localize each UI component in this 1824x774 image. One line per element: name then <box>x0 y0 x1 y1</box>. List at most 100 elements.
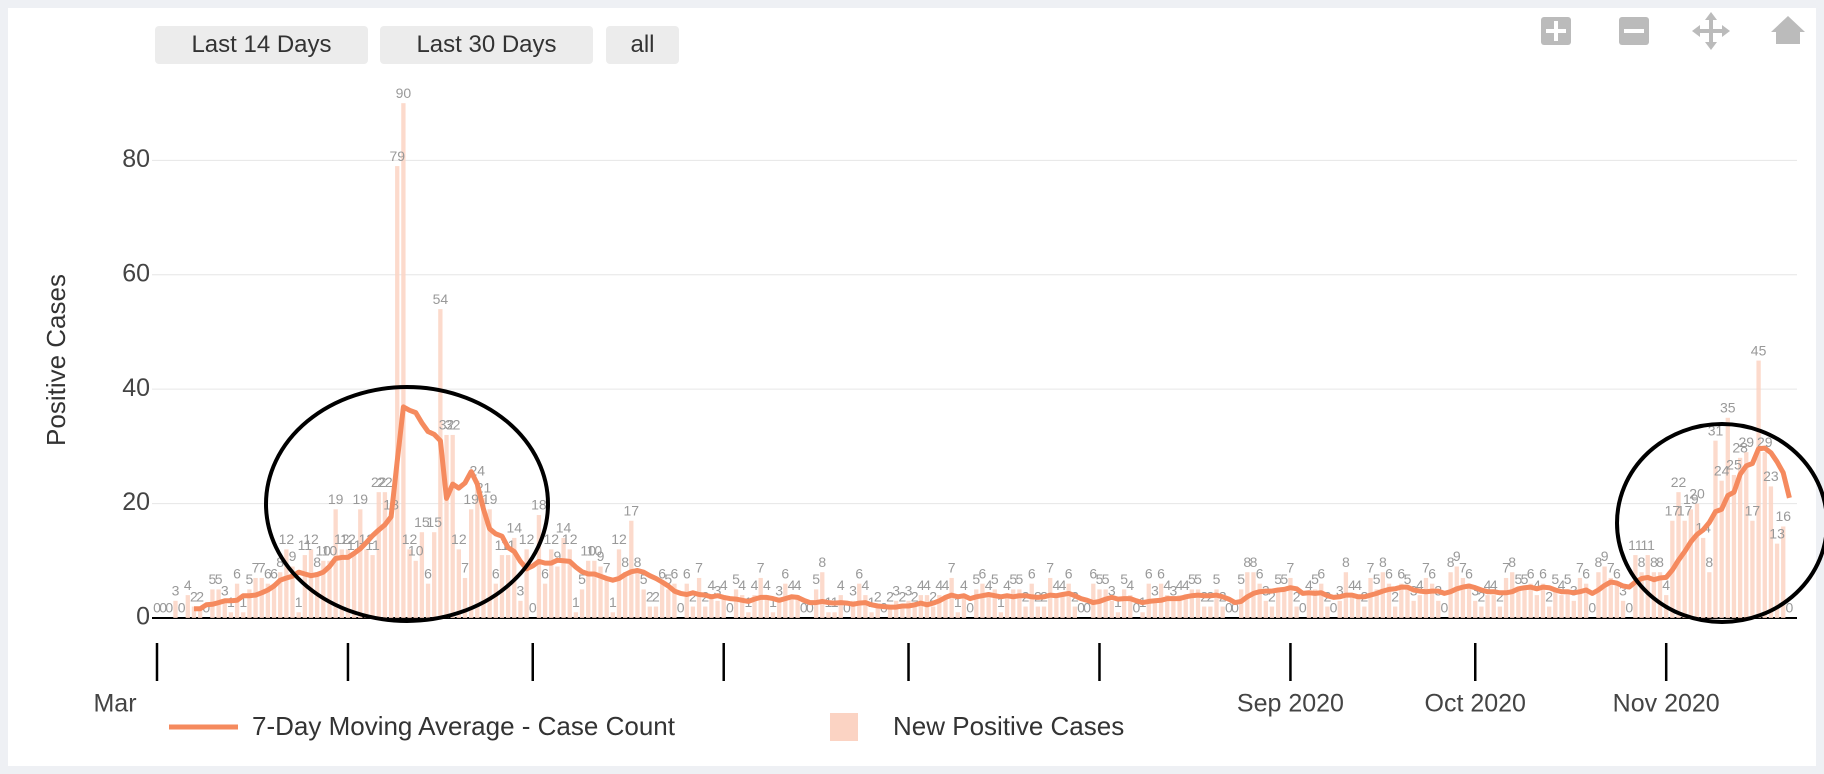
data-label: 7 <box>1502 560 1510 576</box>
data-label: 4 <box>923 577 931 593</box>
bar <box>271 583 277 618</box>
bar <box>567 549 572 618</box>
bar <box>684 583 689 618</box>
data-label: 6 <box>1385 565 1393 581</box>
data-label: 6 <box>683 565 691 581</box>
bar <box>740 595 745 618</box>
data-label: 5 <box>1514 571 1522 587</box>
bar <box>259 577 264 618</box>
bar <box>752 595 757 618</box>
data-label: 5 <box>1521 571 1529 587</box>
bar <box>1756 360 1761 618</box>
bar <box>974 589 979 618</box>
bar <box>1103 589 1108 618</box>
bar <box>647 606 652 618</box>
data-label: 2 <box>646 588 654 604</box>
bar <box>351 555 357 618</box>
bar <box>364 549 369 618</box>
range-button[interactable]: Last 14 Days <box>155 26 368 64</box>
data-label: 32 <box>445 417 461 433</box>
bar <box>1473 600 1478 618</box>
data-label: 4 <box>935 577 943 593</box>
bar <box>1405 589 1410 618</box>
bar <box>838 595 843 618</box>
bar <box>382 492 388 618</box>
data-label: 6 <box>1157 565 1165 581</box>
bar <box>1183 595 1188 618</box>
bar <box>1195 589 1201 618</box>
mode-bar <box>1541 12 1805 50</box>
data-label: 18 <box>531 497 547 513</box>
data-label: 0 <box>843 600 851 616</box>
data-label: 11 <box>1628 537 1643 553</box>
x-tick-label: Sep 2020 <box>1237 690 1344 718</box>
data-label: 0 <box>726 600 734 616</box>
range-button[interactable]: all <box>606 26 679 64</box>
data-label: 2 <box>1496 588 1504 604</box>
bar <box>173 600 178 618</box>
data-label: 6 <box>1539 565 1547 581</box>
zoom-in-button[interactable] <box>1541 17 1571 45</box>
bar <box>1312 589 1318 618</box>
bar <box>462 577 468 618</box>
data-label: 8 <box>1638 554 1646 570</box>
zoom-out-button[interactable] <box>1619 17 1649 45</box>
data-label: 4 <box>751 577 759 593</box>
data-label: 4 <box>1484 577 1492 593</box>
bar <box>1417 595 1422 618</box>
data-label: 90 <box>396 85 412 101</box>
data-label: 8 <box>313 554 321 570</box>
bar <box>487 509 492 618</box>
data-label: 24 <box>1714 462 1730 478</box>
x-tick-label: Nov 2020 <box>1613 690 1720 718</box>
bar <box>666 589 671 618</box>
data-label: 11 <box>298 537 313 553</box>
legend-label[interactable]: 7-Day Moving Average - Case Count <box>252 711 676 741</box>
range-button[interactable]: Last 30 Days <box>380 26 593 64</box>
bar <box>1694 503 1700 618</box>
bar <box>1429 583 1435 618</box>
data-label: 4 <box>1490 577 1498 593</box>
bar <box>592 560 597 618</box>
data-label: 3 <box>1151 583 1159 599</box>
data-label: 3 <box>517 583 525 599</box>
bar <box>770 612 776 618</box>
data-label: 0 <box>165 600 173 616</box>
bar <box>1491 595 1496 618</box>
bar <box>832 612 837 618</box>
bar <box>1325 606 1330 618</box>
data-label: 0 <box>966 600 974 616</box>
reset-button[interactable] <box>1771 16 1805 44</box>
bar <box>278 572 283 618</box>
data-label: 5 <box>1551 571 1559 587</box>
data-label: 5 <box>578 571 586 587</box>
data-label: 12 <box>543 531 559 547</box>
data-label: 22 <box>377 474 393 490</box>
bar <box>586 560 591 618</box>
bar <box>1682 520 1687 618</box>
bar <box>339 549 344 618</box>
bar <box>1202 606 1207 618</box>
legend-label[interactable]: New Positive Cases <box>893 711 1124 741</box>
bar <box>1214 589 1219 618</box>
annotation-circle <box>1615 422 1824 624</box>
bar <box>1657 572 1663 618</box>
bar <box>1177 595 1182 618</box>
bar <box>998 612 1004 618</box>
bar <box>1399 583 1404 618</box>
data-label: 8 <box>1508 554 1516 570</box>
pan-button[interactable] <box>1692 12 1730 50</box>
bar <box>1633 555 1638 618</box>
bar <box>296 612 301 618</box>
bar <box>1701 537 1706 618</box>
data-label: 4 <box>917 577 925 593</box>
data-label: 1 <box>239 594 247 610</box>
y-axis-title: Positive Cases <box>41 274 71 446</box>
data-label: 2 <box>190 588 198 604</box>
bar <box>795 595 800 618</box>
data-label: 7 <box>258 560 266 576</box>
bar <box>1744 452 1749 618</box>
bar <box>1614 583 1620 618</box>
bar <box>1220 606 1225 618</box>
data-label: 12 <box>562 531 578 547</box>
